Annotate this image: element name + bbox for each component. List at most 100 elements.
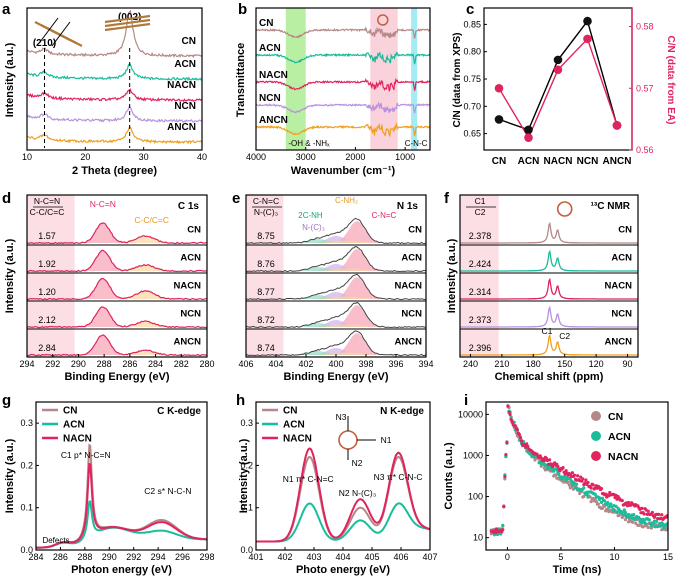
fit-peak bbox=[246, 320, 426, 327]
data-point bbox=[494, 83, 504, 93]
x-tick-label: 282 bbox=[174, 359, 189, 369]
ratio-value: 2.396 bbox=[469, 343, 492, 353]
legend-label: CN bbox=[63, 406, 77, 417]
legend-label: NCN bbox=[174, 101, 196, 112]
data-point bbox=[609, 502, 613, 506]
y-tick-label: 0.3 bbox=[240, 418, 253, 428]
y-axis-title: Counts (a.u.) bbox=[443, 442, 455, 510]
data-point bbox=[650, 510, 655, 515]
legend-marker bbox=[591, 431, 601, 441]
peak-label: (210) bbox=[33, 38, 56, 49]
y-axis-title: C/N (data from EA) bbox=[665, 36, 676, 125]
y-tick-label: 0.56 bbox=[636, 145, 654, 155]
legend-label: CN bbox=[618, 224, 632, 235]
legend-label: NCN bbox=[611, 308, 632, 319]
x-tick-label: 402 bbox=[277, 552, 292, 562]
series-line bbox=[255, 101, 431, 114]
legend-label: NACN bbox=[63, 434, 92, 445]
data-point bbox=[589, 500, 593, 504]
annotation: C1 p* N-C=N bbox=[61, 450, 111, 460]
panel-title: N 1s bbox=[397, 201, 419, 212]
x-tick-label: 406 bbox=[238, 359, 253, 369]
data-point bbox=[642, 512, 646, 516]
layer-structure-icon bbox=[39, 17, 59, 43]
panel-letter: c bbox=[466, 1, 474, 18]
y-tick-label: 0.58 bbox=[636, 22, 654, 32]
shaded-region bbox=[460, 195, 499, 357]
data-point bbox=[649, 523, 653, 528]
data-point bbox=[575, 474, 580, 478]
data-point bbox=[524, 125, 533, 135]
series-line bbox=[498, 37, 618, 140]
data-point bbox=[612, 121, 622, 130]
x-tick-label: NACN bbox=[544, 156, 573, 167]
y-tick-label: 10000 bbox=[458, 409, 483, 419]
data-point bbox=[646, 525, 650, 530]
data-point bbox=[510, 420, 514, 424]
data-point bbox=[659, 524, 663, 528]
series-line bbox=[255, 26, 431, 39]
panel-title: ¹³C NMR bbox=[591, 201, 631, 212]
data-point bbox=[647, 518, 651, 522]
x-axis-title: Time (ns) bbox=[553, 564, 602, 576]
fit-peak bbox=[246, 264, 426, 271]
layer-structure-icon bbox=[46, 27, 83, 47]
ratio-header: N-C=N bbox=[34, 196, 60, 206]
panel-letter: i bbox=[464, 392, 468, 409]
data-point bbox=[634, 521, 638, 525]
series-line bbox=[26, 249, 207, 273]
legend-label: CN bbox=[259, 18, 273, 29]
data-point bbox=[626, 500, 631, 505]
data-point bbox=[501, 523, 505, 527]
data-point bbox=[526, 444, 530, 448]
y-tick-label: 0.1 bbox=[20, 503, 33, 513]
data-point bbox=[626, 512, 631, 517]
x-axis-title: Photo energy (eV) bbox=[296, 564, 390, 576]
data-point bbox=[591, 483, 595, 487]
series-line bbox=[26, 105, 203, 123]
fit-peak bbox=[246, 236, 426, 243]
ratio-value: 1.20 bbox=[38, 287, 56, 297]
x-tick-label: 15 bbox=[663, 552, 673, 562]
panel-letter: d bbox=[2, 190, 11, 207]
panel-letter: e bbox=[232, 190, 240, 207]
fit-peak bbox=[246, 348, 426, 355]
data-point bbox=[622, 508, 626, 512]
legend-label: NACN bbox=[283, 434, 312, 445]
data-point bbox=[524, 133, 533, 142]
series-line bbox=[26, 222, 207, 245]
ratio-value: 8.76 bbox=[257, 259, 275, 269]
series-line bbox=[36, 462, 207, 549]
x-axis-title: Binding Energy (eV) bbox=[64, 371, 169, 383]
x-tick-label: 240 bbox=[463, 359, 478, 369]
x-tick-label: 4000 bbox=[246, 152, 266, 162]
panel-title: C 1s bbox=[178, 201, 200, 212]
plot-frame bbox=[35, 401, 208, 551]
data-point bbox=[551, 465, 555, 469]
legend-label: ANCN bbox=[605, 336, 633, 347]
data-point bbox=[557, 472, 561, 476]
structure-label: N2 bbox=[352, 458, 363, 468]
x-tick-label: 406 bbox=[393, 552, 408, 562]
data-point bbox=[519, 439, 524, 443]
series-line bbox=[460, 221, 638, 244]
series-line bbox=[256, 502, 431, 543]
series-line bbox=[26, 63, 203, 82]
layer-structure-icon bbox=[104, 18, 151, 28]
x-tick-label: 404 bbox=[335, 552, 350, 562]
peak-label: C1 bbox=[541, 326, 552, 336]
data-point bbox=[504, 453, 508, 457]
data-point bbox=[515, 427, 519, 432]
data-point bbox=[505, 441, 509, 445]
ratio-value: 2.314 bbox=[469, 287, 492, 297]
ratio-value: 8.77 bbox=[257, 287, 275, 297]
data-point bbox=[586, 494, 590, 498]
x-tick-label: 288 bbox=[77, 552, 92, 562]
data-point bbox=[525, 442, 529, 446]
data-point bbox=[615, 510, 619, 515]
peak-label: C2 bbox=[559, 331, 570, 341]
legend-label: NACN bbox=[167, 80, 196, 91]
x-tick-label: 2000 bbox=[345, 152, 365, 162]
x-axis-title: Photon energy (eV) bbox=[71, 564, 172, 576]
